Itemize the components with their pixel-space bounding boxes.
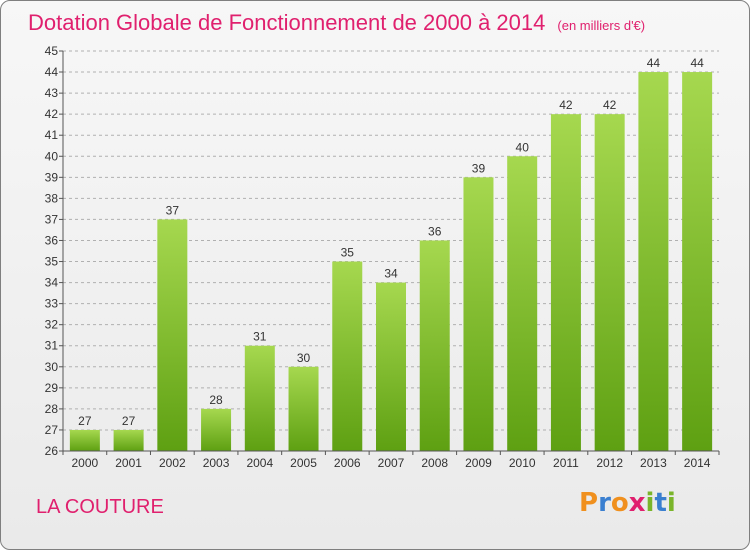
commune-name: LA COUTURE — [36, 496, 164, 518]
data-label: 31 — [253, 330, 267, 344]
logo-letter: t — [654, 488, 667, 518]
bar-2011 — [550, 114, 581, 451]
x-tick-label: 2002 — [159, 456, 186, 470]
bar-2010 — [507, 156, 538, 451]
y-tick-label: 35 — [45, 255, 59, 269]
x-tick-label: 2012 — [596, 456, 623, 470]
logo-letter: i — [666, 488, 676, 518]
logo-letter: r — [598, 488, 611, 518]
bar-2003 — [201, 408, 232, 451]
y-tick-label: 44 — [45, 65, 59, 79]
data-label: 42 — [559, 98, 573, 112]
bar-2012 — [594, 114, 625, 451]
y-tick-label: 26 — [45, 444, 59, 458]
y-tick-label: 45 — [45, 44, 59, 58]
data-label: 40 — [516, 140, 530, 154]
data-label: 36 — [428, 224, 442, 238]
data-label: 28 — [209, 393, 223, 407]
x-tick-label: 2009 — [465, 456, 492, 470]
data-label: 27 — [78, 414, 92, 428]
x-tick-label: 2008 — [421, 456, 448, 470]
y-tick-label: 31 — [45, 339, 59, 353]
y-tick-label: 42 — [45, 107, 59, 121]
data-label: 44 — [647, 56, 661, 70]
data-label: 35 — [341, 246, 355, 260]
logo-letter: i — [645, 488, 655, 518]
chart-subtitle: (en milliers d'€) — [557, 18, 646, 33]
y-tick-label: 38 — [45, 191, 59, 205]
data-label: 42 — [603, 98, 617, 112]
bar-2002 — [157, 219, 188, 451]
bar-2006 — [332, 261, 363, 451]
y-axis-ticks: 26 27 28 29 30 31 32 33 34 35 36 37 38 39 40 41 42 43 44 45 — [45, 44, 63, 458]
y-tick-label: 37 — [45, 212, 59, 226]
y-tick-label: 41 — [45, 128, 59, 142]
y-tick-label: 40 — [45, 149, 59, 163]
bar-2014 — [682, 72, 713, 451]
x-tick-label: 2013 — [640, 456, 667, 470]
bar-2008 — [419, 240, 450, 451]
logo-letter: x — [628, 488, 646, 518]
logo-letter: o — [610, 488, 629, 518]
x-tick-label: 2014 — [684, 456, 711, 470]
y-tick-label: 28 — [45, 402, 59, 416]
data-label: 30 — [297, 351, 311, 365]
x-axis-ticks: 2000 2001 2002 2003 2004 2005 2006 2007 2008 2009… — [62, 451, 720, 470]
y-tick-label: 32 — [45, 318, 59, 332]
y-tick-label: 27 — [45, 423, 59, 437]
y-tick-label: 29 — [45, 381, 59, 395]
bar-2009 — [463, 177, 494, 451]
bar-2007 — [376, 282, 406, 451]
logo-letter: P — [579, 488, 599, 518]
bar-2000 — [69, 429, 100, 451]
data-labels: 27 27 37 28 31 30 35 34 36 39 40 42 42 44 44 — [78, 56, 704, 428]
bar-2005 — [288, 366, 319, 451]
chart-title-text: Dotation Globale de Fonctionnement de 20… — [28, 10, 546, 35]
data-label: 34 — [384, 267, 398, 281]
bar-2013 — [638, 72, 669, 451]
bar-2001 — [113, 429, 144, 451]
chart-title: Dotation Globale de Fonctionnement de 20… — [28, 10, 645, 36]
y-tick-label: 36 — [45, 233, 59, 247]
x-tick-label: 2005 — [290, 456, 317, 470]
bars — [69, 72, 713, 451]
x-tick-label: 2007 — [378, 456, 405, 470]
y-tick-label: 34 — [45, 276, 59, 290]
x-tick-label: 2006 — [334, 456, 361, 470]
x-tick-label: 2001 — [115, 456, 142, 470]
data-label: 37 — [166, 203, 180, 217]
data-label: 27 — [122, 414, 136, 428]
x-tick-label: 2010 — [509, 456, 536, 470]
y-tick-label: 30 — [45, 360, 59, 374]
data-label: 44 — [690, 56, 704, 70]
bar-chart: 26 27 28 29 30 31 32 33 34 35 36 37 38 39 40 41 42 43 44 45… — [45, 44, 720, 470]
data-label: 39 — [472, 161, 486, 175]
y-tick-label: 39 — [45, 170, 59, 184]
x-tick-label: 2000 — [72, 456, 99, 470]
bar-2004 — [244, 345, 275, 451]
x-tick-label: 2004 — [246, 456, 273, 470]
y-tick-label: 33 — [45, 297, 59, 311]
x-tick-label: 2011 — [553, 456, 579, 470]
x-tick-label: 2003 — [203, 456, 230, 470]
proxiti-logo[interactable]: Proxiti — [579, 488, 676, 518]
y-tick-label: 43 — [45, 86, 59, 100]
